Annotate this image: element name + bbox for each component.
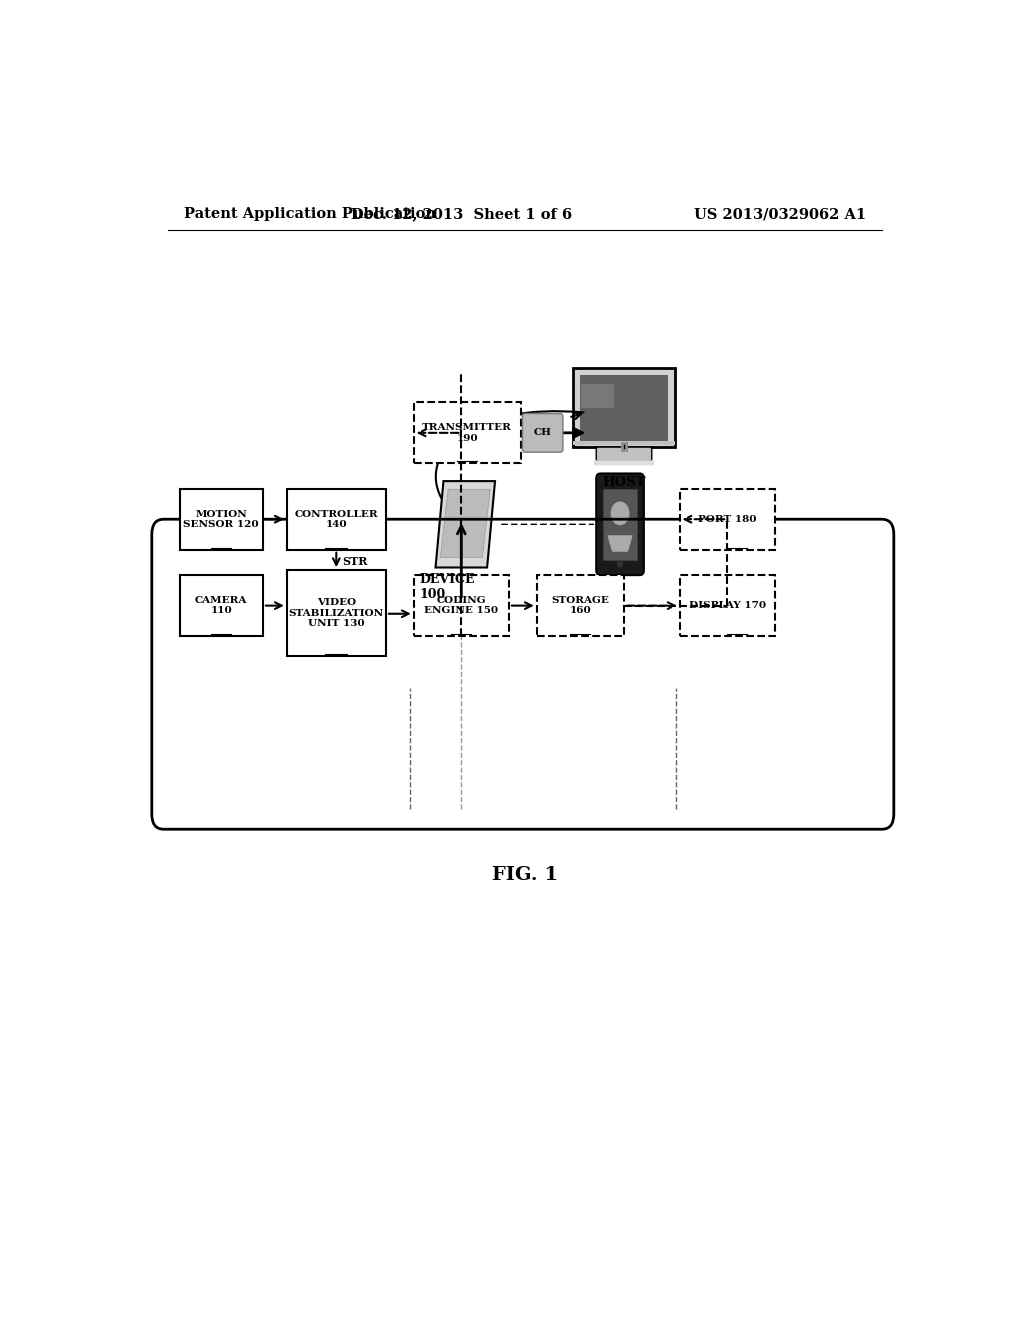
- Text: STORAGE
160: STORAGE 160: [551, 595, 609, 615]
- Circle shape: [621, 445, 627, 453]
- Text: HOST: HOST: [602, 475, 646, 488]
- Polygon shape: [414, 403, 521, 463]
- FancyBboxPatch shape: [596, 474, 644, 576]
- Polygon shape: [414, 576, 509, 636]
- FancyBboxPatch shape: [580, 375, 669, 442]
- FancyBboxPatch shape: [603, 488, 637, 560]
- Text: TRANSMITTER
190: TRANSMITTER 190: [422, 424, 512, 442]
- Polygon shape: [287, 570, 386, 656]
- Polygon shape: [179, 488, 263, 549]
- Text: PORT 180: PORT 180: [698, 515, 757, 524]
- FancyBboxPatch shape: [573, 441, 675, 445]
- Text: FIG. 1: FIG. 1: [492, 866, 558, 884]
- Text: US 2013/0329062 A1: US 2013/0329062 A1: [694, 207, 866, 222]
- Text: STR: STR: [343, 557, 368, 568]
- FancyBboxPatch shape: [594, 461, 654, 466]
- Text: MOTION
SENSOR 120: MOTION SENSOR 120: [183, 510, 259, 529]
- Text: Dec. 12, 2013  Sheet 1 of 6: Dec. 12, 2013 Sheet 1 of 6: [351, 207, 571, 222]
- Text: Patent Application Publication: Patent Application Publication: [183, 207, 435, 222]
- Text: CONTROLLER
140: CONTROLLER 140: [295, 510, 378, 529]
- Text: CODING
ENGINE 150: CODING ENGINE 150: [424, 595, 499, 615]
- Text: DEVICE: DEVICE: [420, 573, 475, 586]
- FancyBboxPatch shape: [573, 368, 675, 447]
- Polygon shape: [537, 576, 624, 636]
- FancyBboxPatch shape: [522, 413, 563, 453]
- Text: DISPLAY 170: DISPLAY 170: [688, 601, 766, 610]
- Circle shape: [611, 502, 629, 524]
- FancyBboxPatch shape: [582, 384, 614, 408]
- FancyBboxPatch shape: [596, 447, 651, 461]
- Text: CH: CH: [534, 428, 552, 437]
- Polygon shape: [680, 488, 775, 549]
- Polygon shape: [435, 480, 495, 568]
- Text: 100: 100: [420, 587, 445, 601]
- Circle shape: [617, 561, 623, 568]
- Text: CAMERA
110: CAMERA 110: [195, 595, 248, 615]
- Polygon shape: [607, 536, 633, 552]
- Polygon shape: [179, 576, 263, 636]
- Polygon shape: [287, 488, 386, 549]
- Polygon shape: [680, 576, 775, 636]
- Text: VIDEO
STABILIZATION
UNIT 130: VIDEO STABILIZATION UNIT 130: [289, 598, 384, 628]
- Polygon shape: [440, 490, 490, 557]
